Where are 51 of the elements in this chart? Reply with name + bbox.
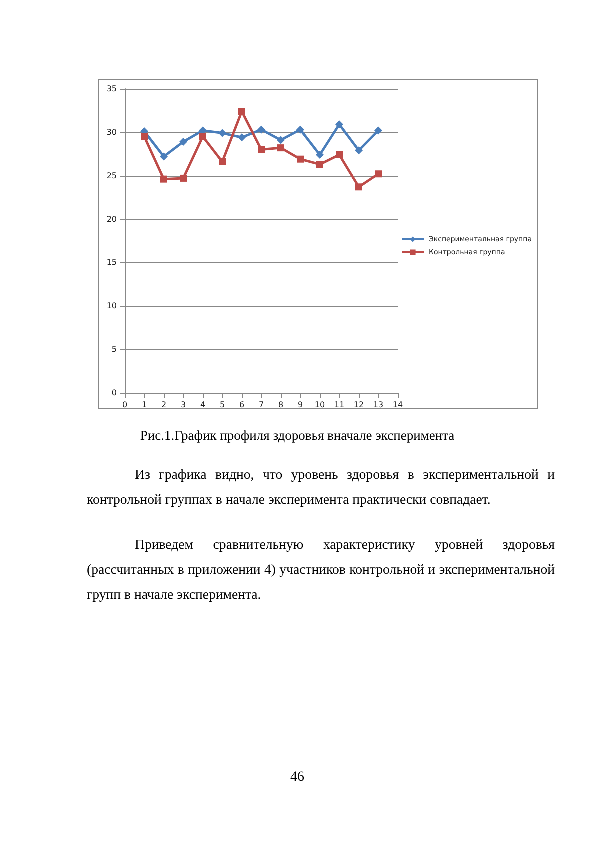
x-tick-label: 13: [373, 400, 384, 410]
point: [316, 161, 324, 168]
x-tick-label: 8: [278, 400, 284, 410]
point: [160, 152, 168, 161]
x-tick-label: 14: [392, 400, 404, 410]
point: [141, 133, 148, 140]
x-tick-label: 12: [354, 400, 364, 410]
y-tick-label: 5: [112, 345, 117, 354]
y-tick-label: 0: [112, 388, 117, 398]
text: Из графика видно, что уровень здоровья в экспериментальной и контрольной группах в начале эксперимента практически совпадает.: [87, 466, 555, 509]
text: Рис.1.График профиля здоровья вначале эксперимента: [139, 428, 456, 444]
x-tick-label: 5: [220, 400, 226, 410]
point: [218, 129, 226, 138]
point: [296, 126, 304, 134]
point: [297, 156, 304, 163]
x-tick-label: 7: [258, 400, 264, 410]
y-tick-label: 10: [106, 302, 117, 311]
point: [160, 176, 168, 183]
y-tick-label: 30: [106, 128, 117, 137]
point: [278, 144, 284, 152]
x-tick-label: 10: [314, 400, 326, 410]
text: 46: [290, 770, 306, 786]
point: [356, 184, 362, 191]
point: [180, 174, 187, 182]
text: Приведем сравнительную характеристику уровней здоровья (рассчитанных в приложении 4) участников контрольной и экспериментальной групп в начале эксперимента.: [87, 536, 555, 604]
point: [355, 146, 363, 155]
x-tick-label: 1: [142, 400, 148, 410]
y-tick-label: 20: [106, 214, 117, 224]
x-tick-label: 3: [180, 400, 186, 410]
point: [238, 134, 246, 142]
x-tick-label: 0: [122, 400, 128, 410]
point: [336, 120, 344, 129]
point: [277, 136, 285, 144]
x-tick-label: 4: [200, 400, 206, 410]
point: [375, 170, 382, 178]
y-tick-label: 25: [106, 171, 117, 180]
x-tick-label: 6: [239, 400, 245, 410]
point: [336, 152, 343, 159]
point: [258, 126, 266, 134]
y-tick-label: 35: [106, 84, 117, 94]
point: [200, 133, 206, 140]
point: [316, 151, 324, 160]
x-tick-label: 2: [161, 400, 167, 410]
y-tick-label: 15: [106, 258, 117, 268]
point: [374, 126, 382, 135]
point: [258, 146, 265, 154]
x-tick-label: 11: [334, 400, 345, 410]
point: [219, 158, 226, 166]
point: [180, 138, 188, 146]
point: [238, 108, 246, 116]
x-tick-label: 9: [298, 400, 304, 410]
